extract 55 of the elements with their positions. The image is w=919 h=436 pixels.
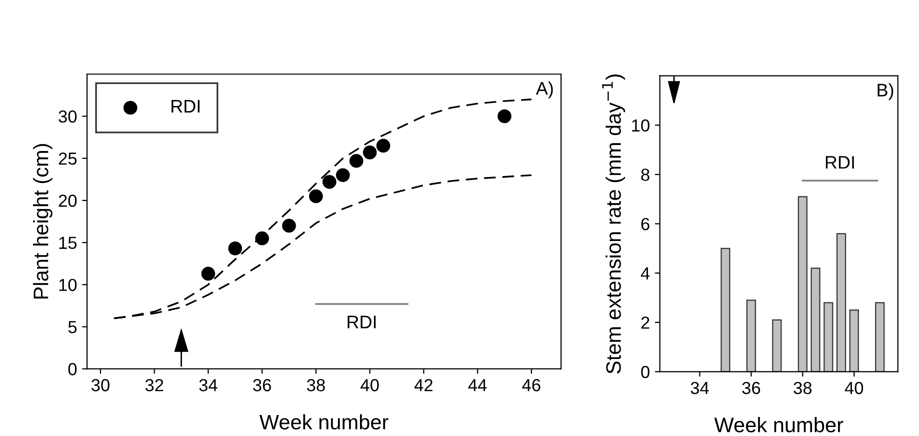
point — [255, 231, 269, 246]
x-tick-label: 46 — [522, 379, 540, 392]
point — [282, 218, 296, 233]
legend-label: RDI — [172, 100, 200, 112]
y-tick-label: 10 — [59, 278, 77, 292]
point — [376, 138, 390, 153]
bar — [720, 248, 730, 372]
bar — [824, 302, 834, 372]
y-tick-label: 0 — [68, 363, 77, 376]
y-tick-label: 25 — [58, 152, 77, 165]
x-tick-label: 36 — [253, 379, 271, 392]
x-tick-label: 40 — [844, 382, 864, 394]
bar — [849, 310, 859, 372]
x-tick-label: 34 — [690, 382, 709, 394]
y-tick-label: 6 — [641, 218, 650, 230]
y-tick-label: 5 — [68, 321, 77, 334]
x-tick-label: 30 — [92, 379, 110, 392]
bar — [875, 302, 885, 372]
x-tick-label: 44 — [468, 379, 487, 392]
annotation: B) — [878, 83, 894, 100]
y-tick-label: 10 — [632, 119, 650, 132]
point — [336, 168, 350, 182]
bar — [798, 196, 808, 372]
series-label: RDI — [348, 316, 376, 328]
y-axis-title: Stem extension rate (mm day$^{−1}$) — [602, 74, 626, 374]
x-tick-label: 34 — [199, 379, 218, 392]
point — [201, 266, 216, 281]
point — [349, 154, 364, 168]
x-axis-title: Week number — [259, 414, 388, 430]
x-tick-label: 42 — [414, 379, 432, 392]
y-tick-label: 4 — [640, 267, 650, 280]
point — [322, 175, 336, 189]
point — [498, 109, 512, 124]
y-tick-label: 20 — [58, 194, 77, 207]
y-axis-title: Plant height (cm) — [33, 144, 52, 299]
x-tick-label: 32 — [145, 379, 164, 392]
bar — [836, 233, 846, 372]
x-axis-title: Week number — [714, 417, 844, 432]
y-tick-label: 0 — [641, 366, 650, 378]
point — [228, 242, 242, 256]
y-tick-label: 2 — [641, 316, 650, 329]
bar — [746, 300, 756, 372]
y-tick-label: 15 — [59, 236, 77, 249]
point — [362, 146, 377, 160]
bar — [772, 319, 782, 372]
point — [309, 189, 323, 204]
x-tick-label: 36 — [742, 382, 760, 394]
x-tick-label: 40 — [360, 379, 379, 392]
series-label: RDI — [826, 156, 854, 169]
y-tick-label: 30 — [58, 110, 77, 123]
bar — [810, 268, 820, 372]
annotation: A) — [536, 81, 553, 98]
x-tick-label: 38 — [794, 382, 812, 394]
y-tick-label: 8 — [641, 168, 650, 181]
x-tick-label: 38 — [306, 379, 325, 392]
